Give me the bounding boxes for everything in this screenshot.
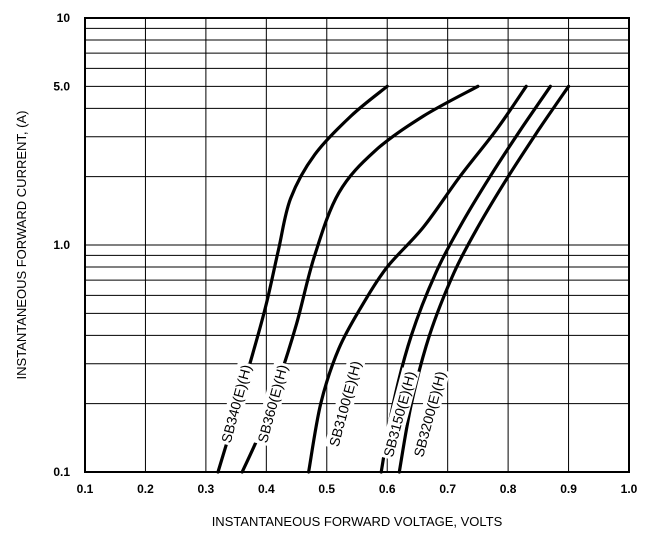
y-tick-labels: 0.1 1.0 5.0 10	[53, 11, 70, 479]
x-tick-label: 1.0	[621, 482, 638, 496]
curve-label-background	[378, 367, 420, 461]
series-line-1	[216, 84, 389, 474]
x-tick-label: 0.9	[560, 482, 577, 496]
x-tick-label: 0.3	[198, 482, 215, 496]
x-tick-label: 0.4	[258, 482, 275, 496]
y-tick-label: 5.0	[53, 79, 70, 93]
plot-frame	[84, 17, 630, 473]
curve-label-background	[408, 367, 451, 461]
curve-label-background	[216, 360, 256, 447]
y-tick-label: 10	[57, 11, 71, 25]
x-tick-label: 0.2	[137, 482, 154, 496]
curve-labels: SB340(E)(H) SB360(E)(H) SB3100(E)(H) SB3150…	[216, 356, 451, 461]
x-tick-label: 0.5	[318, 482, 335, 496]
x-axis-label: INSTANTANEOUS FORWARD VOLTAGE, VOLTS	[212, 514, 503, 529]
x-tick-label: 0.6	[379, 482, 396, 496]
x-tick-label: 0.1	[77, 482, 94, 496]
x-tick-label: 0.7	[439, 482, 456, 496]
x-tick-label: 0.8	[500, 482, 517, 496]
y-tick-label: 0.1	[53, 465, 70, 479]
curve-label-background	[324, 356, 366, 451]
grid	[85, 18, 629, 472]
y-tick-label: 1.0	[53, 238, 70, 252]
x-tick-labels: 0.1 0.2 0.3 0.4 0.5 0.6 0.7 0.8 0.9 1.0	[77, 482, 638, 496]
curve-label-background	[252, 360, 292, 447]
series-line-3	[307, 84, 528, 474]
y-axis-label: INSTANTANEOUS FORWARD CURRENT, (A)	[14, 111, 29, 380]
